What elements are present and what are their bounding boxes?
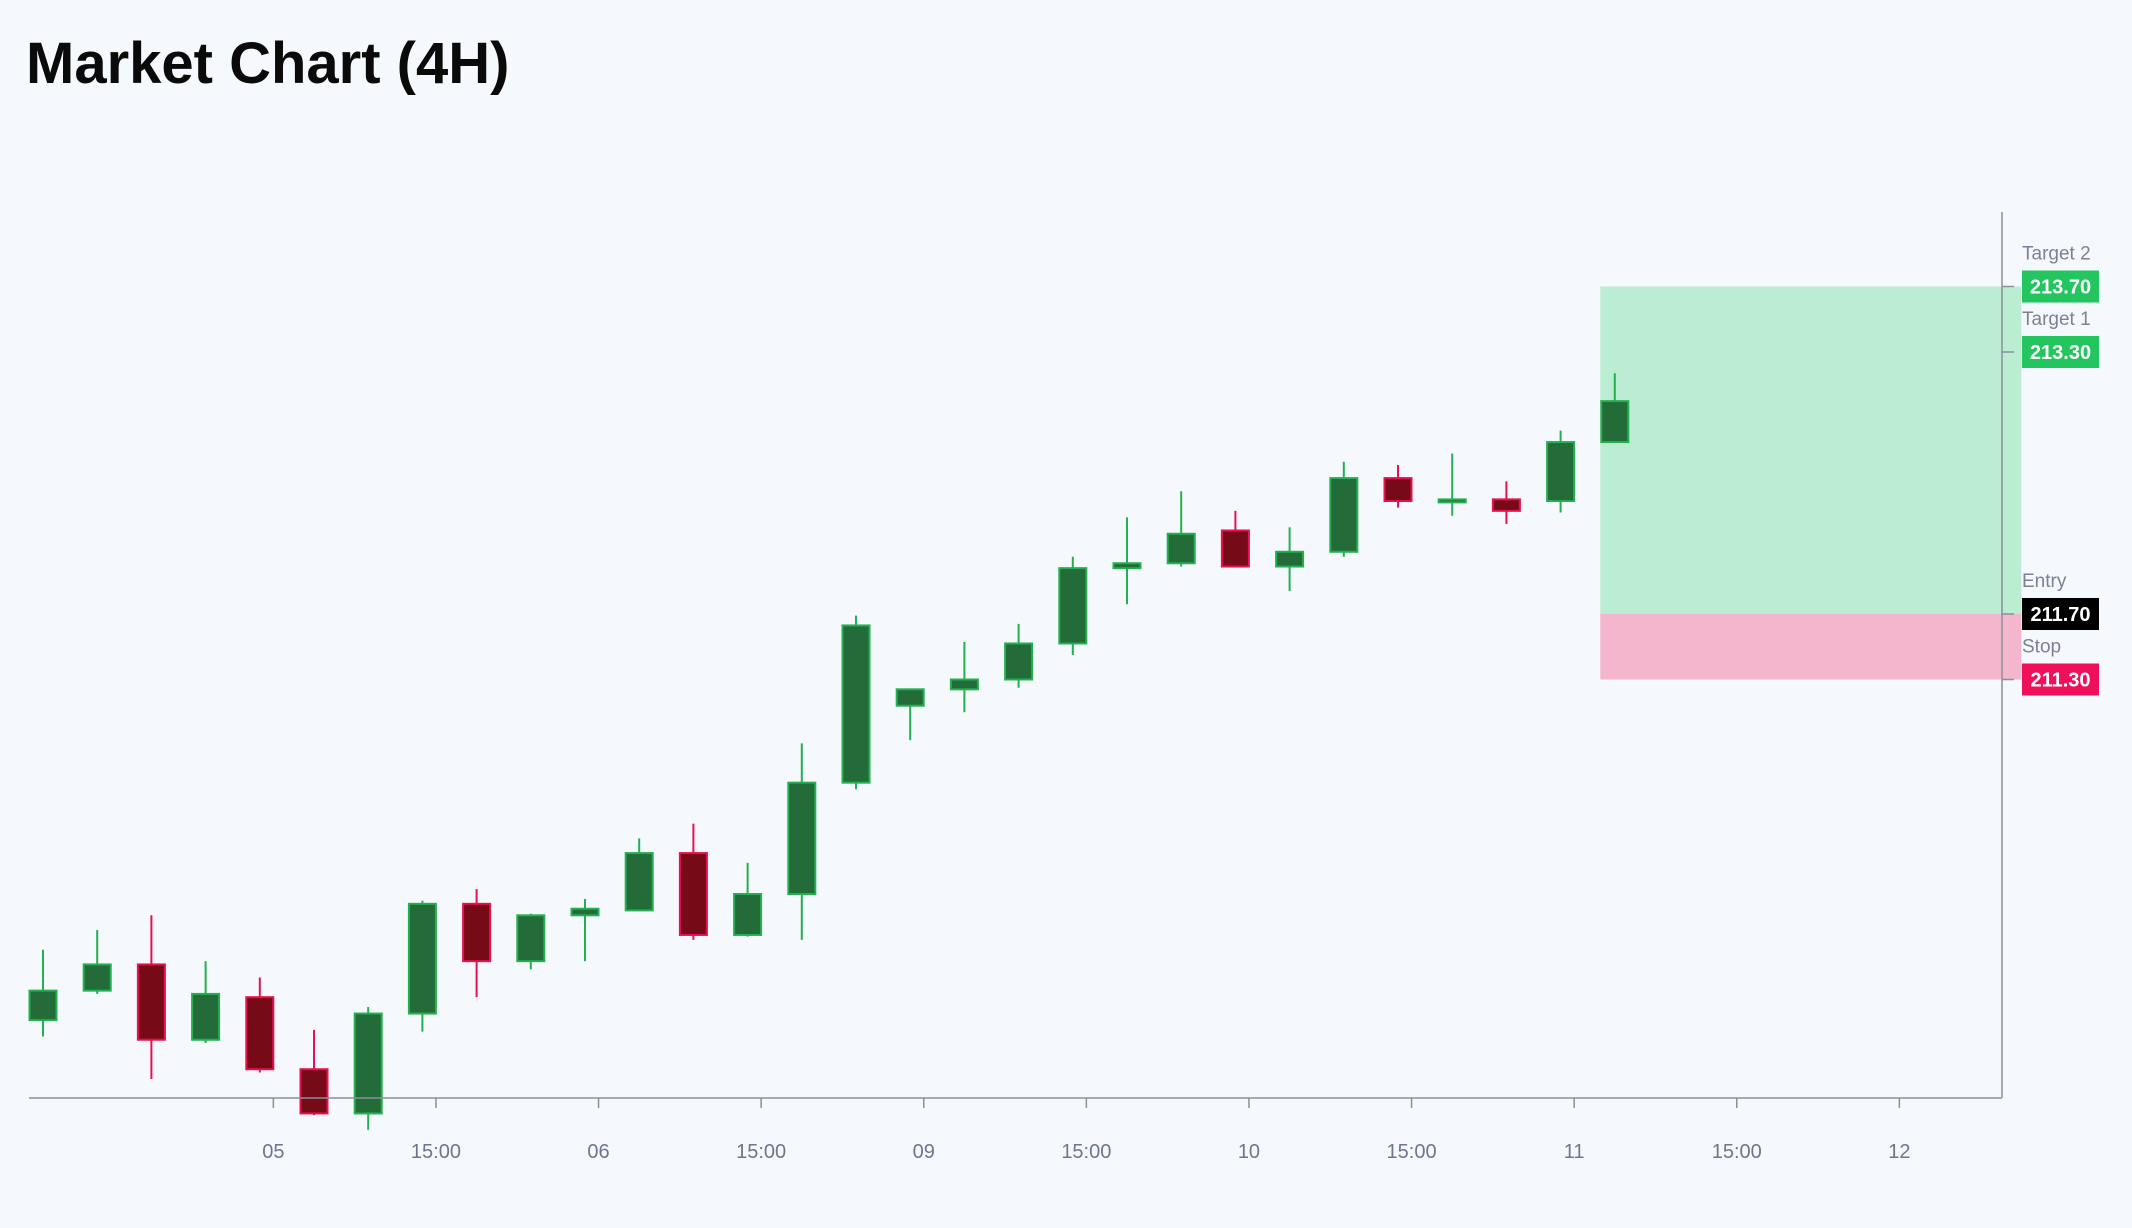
- candle-body: [1491, 498, 1521, 512]
- level-name: Stop: [2022, 637, 2061, 658]
- candle-body: [1166, 532, 1196, 565]
- candle: [1600, 373, 1630, 444]
- position-zones: [1600, 286, 2022, 680]
- level-value: 211.30: [2030, 670, 2090, 692]
- level-value: 213.70: [2030, 277, 2091, 299]
- level-badge: [2022, 336, 2099, 368]
- candle-body: [678, 852, 708, 936]
- candle-body: [895, 688, 925, 707]
- candle: [407, 900, 437, 1032]
- candle: [1546, 430, 1576, 513]
- candle: [136, 915, 166, 1080]
- candles: [28, 373, 1630, 1130]
- axes: 05 15:00 06 15:00 09 15:00 10 15:00 11 15:00 12: [29, 212, 2003, 1163]
- candle-body: [841, 624, 871, 784]
- candle-body: [1220, 529, 1250, 568]
- candle-body: [407, 902, 437, 1015]
- level-name: Entry: [2022, 571, 2067, 592]
- candle-body: [1383, 477, 1413, 503]
- candle: [1275, 527, 1305, 592]
- candle: [28, 949, 58, 1037]
- candle-body: [1275, 550, 1305, 568]
- x-tick-label: 15:00: [1712, 1141, 1762, 1163]
- candle-body: [353, 1012, 383, 1115]
- profit-zone: [1600, 286, 2022, 614]
- x-tick-label: 11: [1564, 1141, 1585, 1163]
- candle-body: [516, 914, 546, 963]
- loss-zone: [1600, 614, 2022, 680]
- price-level: Target 2 213.70: [2002, 244, 2099, 303]
- candle: [191, 961, 221, 1044]
- candle-body: [136, 963, 166, 1041]
- candle: [787, 743, 817, 940]
- x-tick-label: 10: [1238, 1141, 1260, 1163]
- candle: [516, 913, 546, 970]
- candle: [462, 889, 492, 998]
- price-levels: Target 2 213.70 Target 1 213.30 Entry 211.70 S…: [2002, 244, 2099, 696]
- candle: [1112, 517, 1142, 605]
- candle: [624, 838, 654, 912]
- candle: [733, 862, 763, 937]
- candle-body: [191, 992, 221, 1041]
- level-value: 211.70: [2030, 604, 2090, 626]
- candle-body: [1329, 477, 1359, 553]
- x-tick-label: 09: [913, 1141, 935, 1163]
- x-tick-label: 15:00: [1061, 1141, 1111, 1163]
- x-tick-label: 06: [587, 1141, 609, 1163]
- candle: [245, 977, 275, 1073]
- candle-body: [949, 678, 979, 691]
- candle-body: [82, 963, 112, 992]
- candle-body: [570, 907, 600, 917]
- candle-body: [245, 996, 275, 1071]
- candle-body: [28, 989, 58, 1022]
- candle-body: [787, 781, 817, 896]
- x-tick-label: 15:00: [1387, 1141, 1437, 1163]
- candle-body: [1112, 562, 1142, 570]
- x-tick-label: 15:00: [736, 1141, 786, 1163]
- candle-body: [1004, 642, 1034, 681]
- candle: [353, 1007, 383, 1130]
- candle-body: [1058, 567, 1088, 645]
- candle-body: [624, 852, 654, 912]
- level-badge: [2022, 663, 2099, 696]
- candle: [1437, 453, 1467, 516]
- price-level: Stop 211.30: [2002, 637, 2099, 696]
- candle: [1166, 491, 1196, 567]
- candle: [949, 641, 979, 713]
- candle-body: [462, 902, 492, 963]
- level-name: Target 1: [2022, 309, 2091, 330]
- candle: [1058, 556, 1088, 655]
- candle-body: [299, 1068, 329, 1115]
- candle: [1220, 510, 1250, 568]
- level-badge: [2022, 270, 2099, 303]
- candle: [895, 688, 925, 741]
- page-title: Market Chart (4H): [26, 31, 510, 96]
- level-badge: [2022, 598, 2099, 630]
- candle-body: [1600, 400, 1630, 444]
- x-tick-label: 05: [262, 1141, 284, 1163]
- price-level: Entry 211.70: [2002, 571, 2099, 630]
- candle: [1383, 464, 1413, 508]
- candle: [1329, 461, 1359, 557]
- candle: [678, 823, 708, 940]
- candle-body: [1437, 498, 1467, 504]
- candle: [570, 898, 600, 962]
- candle: [841, 615, 871, 790]
- price-level: Target 1 213.30: [2002, 309, 2099, 368]
- x-tick-label: 12: [1888, 1141, 1910, 1163]
- level-name: Target 2: [2022, 244, 2091, 265]
- candle-body: [1546, 441, 1576, 503]
- candle: [299, 1029, 329, 1116]
- candle-body: [733, 893, 763, 936]
- candle: [1491, 481, 1521, 524]
- level-value: 213.30: [2030, 342, 2091, 364]
- x-tick-label: 15:00: [411, 1141, 461, 1163]
- candle: [1004, 623, 1034, 688]
- candle: [82, 930, 112, 994]
